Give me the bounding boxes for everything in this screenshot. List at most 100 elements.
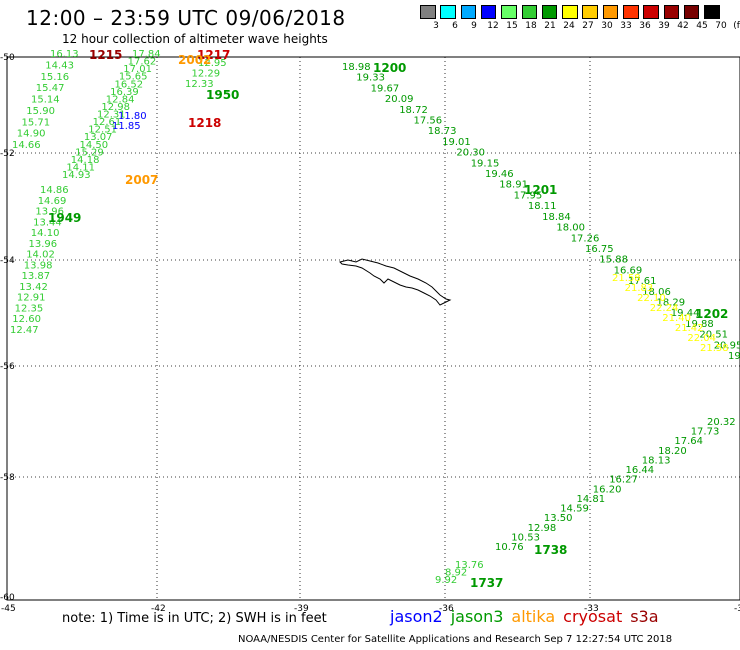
time-label: 1201	[524, 183, 557, 197]
scale-swatch	[643, 5, 659, 19]
scale-label: 12	[487, 21, 499, 31]
lon-label: -45	[1, 604, 16, 614]
time-label: 1738	[534, 543, 567, 557]
map-frame	[6, 56, 740, 601]
swh-value: 14.90	[17, 129, 46, 140]
swh-value: 9.92	[435, 575, 457, 586]
legend-item-cryosat: cryosat	[563, 607, 623, 626]
swh-value: 14.59	[560, 504, 589, 515]
swh-value: 18.11	[528, 201, 557, 212]
swh-value: 12.47	[10, 325, 39, 336]
swh-value: 14.43	[45, 60, 74, 71]
scale-label: 45	[696, 21, 708, 31]
swh-value: 17.62	[128, 57, 157, 68]
swh-value: 19.88	[685, 319, 714, 330]
scale-label: (ft)	[733, 21, 740, 31]
swh-value: 14.86	[40, 185, 69, 196]
swh-value: 20.51	[699, 330, 728, 341]
swh-value: 14.10	[31, 228, 60, 239]
scale-label: 42	[677, 21, 689, 31]
swh-value: 12.35	[15, 304, 44, 315]
swh-value: 18.13	[642, 456, 671, 467]
scale-label: 21	[544, 21, 556, 31]
swh-value: 18.29	[657, 298, 686, 309]
legend-item-s3a: s3a	[630, 607, 659, 626]
legend-item-jason2: jason2	[390, 607, 443, 626]
swh-value: 20.30	[456, 148, 485, 159]
lat-label: -54	[0, 256, 15, 266]
swh-value: 17.26	[571, 233, 600, 244]
lon-label: -42	[151, 604, 166, 614]
scale-label: 33	[620, 21, 632, 31]
swh-value: 13.96	[35, 207, 64, 218]
swh-value: 19.44	[671, 308, 700, 319]
time-label: 1949	[48, 211, 81, 225]
swh-value: 16.44	[626, 465, 655, 476]
swh-value: 22.24	[650, 303, 679, 314]
lat-label: -56	[0, 362, 15, 372]
scale-label: 15	[506, 21, 518, 31]
swh-value: 13.50	[544, 513, 573, 524]
swh-value: 21.58	[700, 343, 729, 354]
swh-value: 19.86	[728, 351, 740, 362]
swh-value: 12.84	[106, 94, 135, 105]
swh-value: 12.60	[12, 314, 41, 325]
note-text: note: 1) Time is in UTC; 2) SWH is in fe…	[62, 611, 327, 626]
swh-value: 17.61	[628, 276, 657, 287]
swh-value: 13.42	[19, 282, 48, 293]
swh-value: 12.95	[198, 58, 227, 69]
swh-value: 10.53	[511, 532, 540, 543]
swh-value: 20.32	[707, 417, 736, 428]
swh-value: 12.98	[528, 523, 557, 534]
swh-value: 13.96	[29, 239, 58, 250]
swh-value: 8.92	[445, 568, 467, 579]
time-label: 1218	[188, 116, 221, 130]
scale-label: 24	[563, 21, 575, 31]
swh-value: 19.46	[485, 169, 514, 180]
time-label: 1950	[206, 88, 239, 102]
swh-value: 10.76	[495, 542, 524, 553]
scale-label: 39	[658, 21, 670, 31]
scale-label: 70	[715, 21, 727, 31]
swh-value: 16.13	[50, 49, 79, 60]
longitude-labels: -45 -42 -39 -36 -33 -30	[1, 604, 740, 614]
swh-value: 12.51	[88, 125, 117, 136]
swh-value: 15.14	[31, 95, 60, 106]
swh-value: 12.33	[185, 79, 214, 90]
swh-value: 19.33	[356, 73, 385, 84]
scale-swatch	[541, 5, 558, 19]
swh-value: 13.44	[33, 217, 62, 228]
swh-value: 16.39	[110, 87, 139, 98]
scale-swatch	[683, 5, 700, 19]
swh-value: 17.64	[674, 436, 703, 447]
swh-value: 16.27	[609, 475, 638, 486]
footer-credit: NOAA/NESDIS Center for Satellite Applica…	[238, 634, 673, 645]
scale-swatch	[663, 5, 680, 19]
swh-value: 14.66	[12, 140, 41, 151]
swh-value: 19.15	[471, 158, 500, 169]
swh-value: 22.10	[637, 293, 666, 304]
scale-swatch	[480, 5, 497, 19]
time-label: 1737	[470, 576, 503, 590]
map-grid	[7, 57, 740, 600]
swh-value: 13.98	[24, 260, 53, 271]
map-subtitle: 12 hour collection of altimeter wave hei…	[62, 32, 328, 46]
lon-label: -30	[734, 604, 740, 614]
swh-value: 19.67	[371, 83, 400, 94]
swh-value: 15.88	[599, 255, 628, 266]
swh-value: 12.61	[93, 117, 122, 128]
swh-value: 12.91	[17, 293, 46, 304]
swh-value: 16.52	[115, 79, 144, 90]
scale-swatch	[501, 5, 517, 19]
lat-label: -58	[0, 473, 15, 483]
scale-swatch	[460, 5, 477, 19]
lat-label: -52	[0, 149, 15, 159]
scale-label: 30	[601, 21, 613, 31]
swh-value: 16.75	[585, 244, 614, 255]
swh-value: 14.11	[66, 162, 95, 173]
swh-value: 18.06	[642, 287, 671, 298]
swh-value: 18.91	[499, 180, 528, 191]
